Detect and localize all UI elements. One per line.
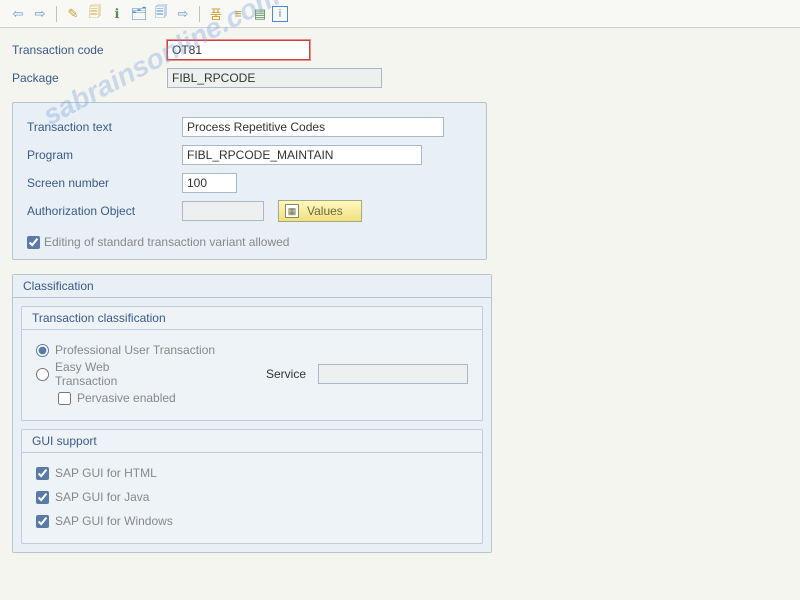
toolbar: ⇦ ⇨ ✎ 🗐 ℹ 🗂 🗐 ⇨ 품 ≡ ▤ i: [0, 0, 800, 28]
gui-java-label: SAP GUI for Java: [55, 490, 149, 504]
service-label: Service: [266, 367, 306, 381]
package-input: [167, 68, 382, 88]
gui-java-checkbox[interactable]: [36, 491, 49, 504]
doc-icon[interactable]: ▤: [250, 4, 270, 24]
tree-icon[interactable]: 품: [206, 4, 226, 24]
gui-html-label: SAP GUI for HTML: [55, 466, 157, 480]
gui-support-box: GUI support SAP GUI for HTML SAP GUI for…: [21, 429, 483, 544]
radio-easy[interactable]: [36, 368, 49, 381]
tcode-label: Transaction code: [12, 43, 167, 57]
radio-professional[interactable]: [36, 344, 49, 357]
ttext-label: Transaction text: [27, 120, 182, 134]
screen-label: Screen number: [27, 176, 182, 190]
service-input[interactable]: [318, 364, 468, 384]
variant-check-label: Editing of standard transaction variant …: [44, 235, 289, 249]
package-label: Package: [12, 71, 167, 85]
program-label: Program: [27, 148, 182, 162]
detail-panel: Transaction text Program Screen number A…: [12, 102, 487, 260]
back-icon[interactable]: ⇦: [8, 4, 28, 24]
trans-class-title: Transaction classification: [22, 307, 482, 330]
gui-html-checkbox[interactable]: [36, 467, 49, 480]
list-icon[interactable]: ≡: [228, 4, 248, 24]
gui-support-title: GUI support: [22, 430, 482, 453]
ttext-input[interactable]: [182, 117, 444, 137]
toggle-icon[interactable]: ✎: [63, 4, 83, 24]
copy-icon[interactable]: 🗐: [85, 4, 105, 24]
info-icon[interactable]: i: [272, 6, 288, 22]
radio-easy-label: Easy Web Transaction: [55, 360, 150, 388]
radio-professional-label: Professional User Transaction: [55, 343, 215, 357]
auth-label: Authorization Object: [27, 204, 182, 218]
variant-checkbox[interactable]: [27, 236, 40, 249]
values-button-label: Values: [307, 204, 343, 218]
classification-title: Classification: [13, 275, 491, 298]
export-icon[interactable]: ⇨: [173, 4, 193, 24]
pervasive-checkbox[interactable]: [58, 392, 71, 405]
trans-class-box: Transaction classification Professional …: [21, 306, 483, 421]
pervasive-label: Pervasive enabled: [77, 391, 176, 405]
gui-win-label: SAP GUI for Windows: [55, 514, 173, 528]
tcode-input[interactable]: [167, 40, 310, 60]
values-icon: ▦: [285, 204, 299, 218]
forward-icon[interactable]: ⇨: [30, 4, 50, 24]
auth-input[interactable]: [182, 201, 264, 221]
transport-icon[interactable]: 🗂: [129, 4, 149, 24]
main-content: Transaction code Package Transaction tex…: [0, 28, 800, 563]
values-button[interactable]: ▦ Values: [278, 200, 362, 222]
classification-group: Classification Transaction classificatio…: [12, 274, 492, 553]
details-icon[interactable]: ℹ: [107, 4, 127, 24]
screen-input[interactable]: [182, 173, 237, 193]
wizard-icon[interactable]: 🗐: [151, 4, 171, 24]
gui-win-checkbox[interactable]: [36, 515, 49, 528]
program-input[interactable]: [182, 145, 422, 165]
